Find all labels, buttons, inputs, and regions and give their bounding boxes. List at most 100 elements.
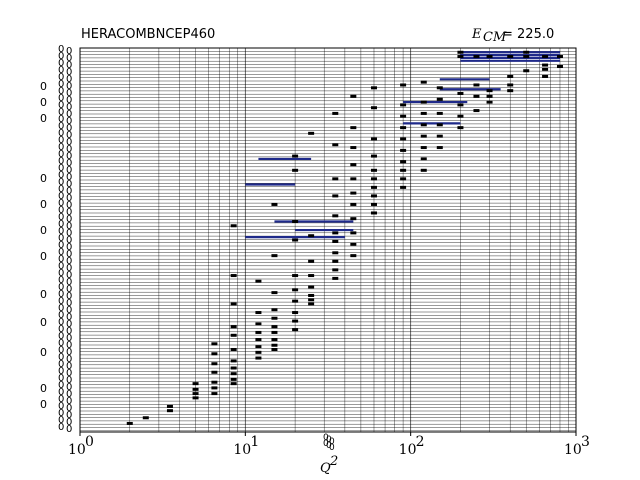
- y-tick-label: 0: [66, 207, 72, 218]
- data-point: [292, 274, 299, 278]
- y-tick-label: 0: [40, 250, 47, 263]
- data-point: [308, 302, 315, 306]
- y-tick-label: 0: [58, 100, 64, 111]
- y-tick-label: 0: [40, 112, 47, 125]
- y-tick-label: 0: [66, 249, 72, 260]
- y-tick-label: 0: [58, 373, 64, 384]
- y-tick-label: 0: [58, 331, 64, 342]
- data-point: [400, 168, 407, 172]
- data-point: [370, 177, 377, 181]
- data-point: [332, 268, 339, 272]
- y-tick-label: 0: [66, 102, 72, 113]
- data-point: [486, 94, 493, 98]
- y-tick-label: 0: [66, 137, 72, 148]
- y-tick-label: 0: [58, 310, 64, 321]
- y-tick-label: 0: [58, 317, 64, 328]
- y-tick-label: 0: [66, 242, 72, 253]
- y-tick-label: 0: [58, 107, 64, 118]
- y-tick-label: 0: [66, 389, 72, 400]
- y-tick-label: 0: [58, 51, 64, 62]
- y-tick-label: 0: [58, 233, 64, 244]
- y-tick-label: 0: [40, 224, 47, 237]
- y-tick-label: 0: [66, 354, 72, 365]
- data-point: [308, 298, 315, 302]
- data-point: [292, 154, 299, 158]
- x-tick-label: 10: [399, 442, 417, 458]
- data-point: [420, 100, 427, 104]
- data-point: [542, 55, 549, 59]
- y-tick-label: 0: [40, 198, 47, 211]
- y-tick-label: 0: [66, 361, 72, 372]
- data-point: [271, 316, 278, 320]
- y-tick-label: 0: [58, 86, 64, 97]
- data-point: [400, 126, 407, 130]
- data-point: [350, 146, 357, 150]
- y-tick-label: 0: [66, 74, 72, 85]
- x-tick-label-overlap: 0: [326, 435, 332, 445]
- y-tick-label: 0: [58, 275, 64, 286]
- y-tick-label: 0: [66, 298, 72, 309]
- x-tick-label-exponent: 1: [250, 434, 259, 450]
- data-point: [332, 111, 339, 115]
- y-tick-label: 0: [58, 282, 64, 293]
- data-point: [271, 338, 278, 342]
- y-tick-label: 0: [40, 172, 47, 185]
- y-tick-label: 0: [58, 205, 64, 216]
- data-point: [271, 291, 278, 295]
- data-point: [370, 202, 377, 206]
- plot-frame: [79, 47, 577, 433]
- y-tick-label: 0: [66, 228, 72, 239]
- y-tick-label: 0: [66, 158, 72, 169]
- data-point: [211, 370, 218, 374]
- data-point: [271, 343, 278, 347]
- data-point: [332, 143, 339, 147]
- y-tick-label: 0: [66, 67, 72, 78]
- points: [126, 50, 563, 425]
- data-point: [230, 382, 237, 386]
- y-tick-label: 0: [58, 415, 64, 426]
- data-point: [271, 202, 278, 206]
- data-point: [370, 137, 377, 141]
- y-tick-label: 0: [66, 256, 72, 267]
- data-point: [332, 251, 339, 255]
- data-point: [457, 126, 464, 130]
- data-point: [255, 356, 262, 360]
- data-point: [230, 274, 237, 278]
- y-tick-label: 0: [40, 316, 47, 329]
- y-tick-label: 0: [58, 184, 64, 195]
- data-point: [332, 259, 339, 263]
- y-tick-label: 0: [58, 177, 64, 188]
- y-tick-label: 0: [66, 130, 72, 141]
- data-point: [350, 163, 357, 167]
- data-point: [271, 330, 278, 334]
- data-point: [486, 89, 493, 93]
- y-tick-labels-overlap: 0 00 00 00 00 00 00 00 00 00 00 00 00 00 00 00 00 00 00 00 0…: [40, 44, 335, 453]
- data-point: [350, 191, 357, 195]
- y-tick-label: 0: [66, 263, 72, 274]
- y-tick-label: 0: [58, 240, 64, 251]
- y-tick-label: 0: [40, 382, 47, 395]
- data-point: [255, 311, 262, 315]
- y-tick-label: 0: [58, 254, 64, 265]
- y-tick-label: 0: [66, 326, 72, 337]
- y-tick-label: 0: [66, 81, 72, 92]
- y-tick-label: 0: [66, 60, 72, 71]
- x-tick-label-overlap: 0: [329, 443, 335, 453]
- y-tick-label: 0: [58, 142, 64, 153]
- data-point: [436, 146, 443, 150]
- y-tick-label: 0: [66, 193, 72, 204]
- data-point: [192, 392, 199, 396]
- x-tick-label-overlap: 0: [329, 437, 335, 447]
- y-tick-label: 0: [58, 261, 64, 272]
- bands: [245, 51, 560, 239]
- data-point: [507, 83, 514, 87]
- chart-title-right: E CM = 225.0: [471, 27, 554, 45]
- data-point: [400, 148, 407, 152]
- x-tick-label-overlap: 0: [326, 441, 332, 451]
- ecm-subscript: CM: [483, 30, 507, 45]
- data-point: [230, 372, 237, 376]
- data-point: [486, 100, 493, 104]
- data-point: [370, 168, 377, 172]
- y-tick-label: 0: [58, 324, 64, 335]
